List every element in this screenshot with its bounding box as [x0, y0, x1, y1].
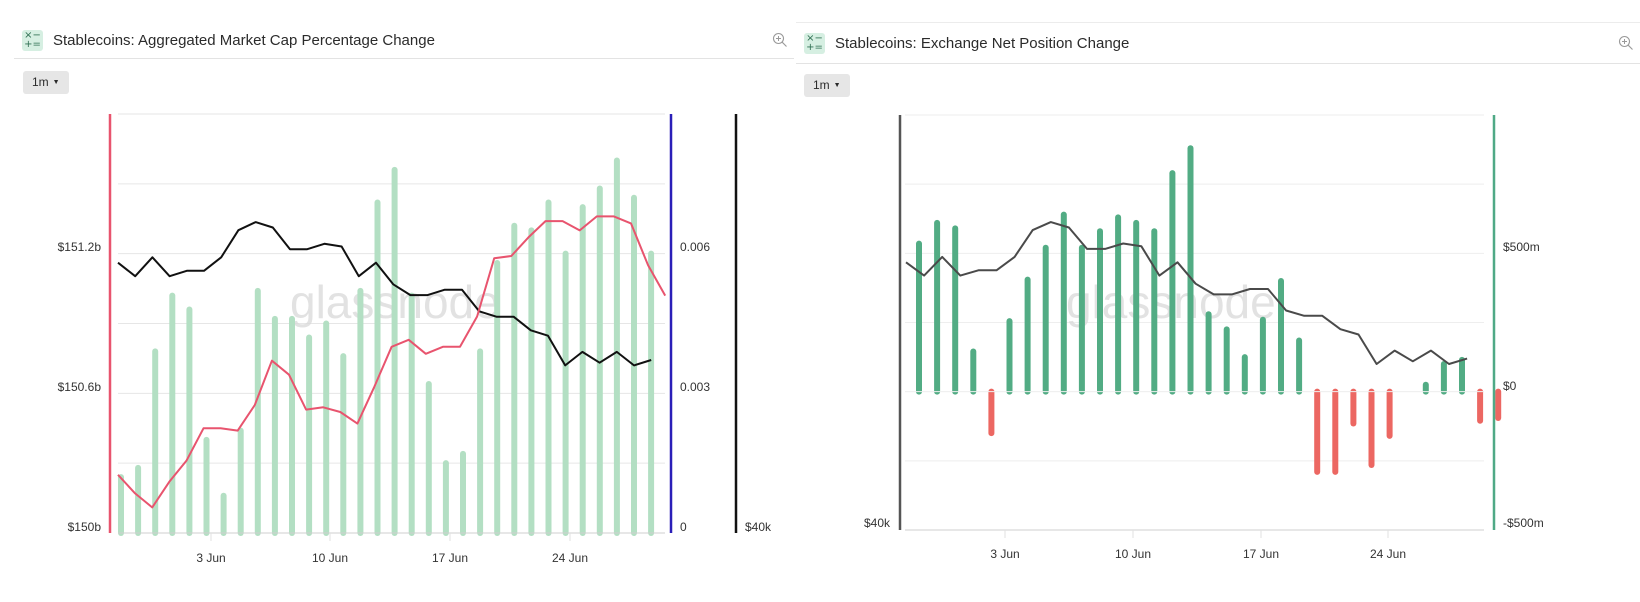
chevron-down-icon: ▼	[52, 79, 60, 87]
chevron-down-icon: ▼	[833, 82, 841, 90]
range-label: 1m	[32, 75, 49, 89]
right-axis-tick: 0.006	[680, 240, 710, 254]
left-price-line	[117, 221, 652, 367]
right-panel-title: Stablecoins: Exchange Net Position Chang…	[835, 34, 1130, 52]
left-chart-panel: ×− += Stablecoins: Aggregated Market Cap…	[14, 0, 794, 602]
formula-icon: ×− +=	[804, 32, 825, 54]
x-tick-label: 3 Jun	[196, 551, 225, 565]
right-axis-tick: 0	[680, 520, 687, 534]
right-axis-tick: $500m	[1503, 240, 1540, 254]
left-chart: glassnode $151.2b $150.6b $150b 0.006 0.…	[58, 113, 772, 565]
right-panel-header: ×− += Stablecoins: Exchange Net Position…	[796, 22, 1640, 64]
left-x-ticks: 3 Jun 10 Jun 17 Jun 24 Jun	[196, 533, 588, 565]
x-tick-label: 24 Jun	[552, 551, 588, 565]
x-tick-label: 24 Jun	[1370, 547, 1406, 561]
range-dropdown[interactable]: 1m ▼	[804, 74, 850, 97]
x-tick-label: 17 Jun	[1243, 547, 1279, 561]
formula-icon: ×− +=	[22, 29, 43, 51]
left-panel-header: ×− += Stablecoins: Aggregated Market Cap…	[14, 22, 794, 59]
left-axis-tick: $40k	[864, 516, 891, 530]
left-axis-tick: $150b	[68, 520, 102, 534]
right-bars	[905, 145, 1502, 475]
x-tick-label: 3 Jun	[990, 547, 1019, 561]
right-price-line	[905, 221, 1468, 365]
right-axis-tick: $0	[1503, 379, 1517, 393]
right-chart-panel: ×− += Stablecoins: Exchange Net Position…	[796, 0, 1640, 602]
x-tick-label: 17 Jun	[432, 551, 468, 565]
left-marketcap-line	[117, 215, 667, 509]
left-axis-tick: $150.6b	[58, 380, 102, 394]
left-panel-title: Stablecoins: Aggregated Market Cap Perce…	[53, 31, 435, 49]
x-tick-label: 10 Jun	[1115, 547, 1151, 561]
right-axis-tick: 0.003	[680, 380, 710, 394]
range-label: 1m	[813, 78, 830, 92]
x-tick-label: 10 Jun	[312, 551, 348, 565]
far-right-axis-tick: $40k	[745, 520, 772, 534]
right-x-ticks: 3 Jun 10 Jun 17 Jun 24 Jun	[990, 530, 1406, 561]
right-axis-tick: -$500m	[1503, 516, 1544, 530]
left-axis-tick: $151.2b	[58, 240, 102, 254]
left-bars	[118, 157, 655, 536]
range-dropdown[interactable]: 1m ▼	[23, 71, 69, 94]
zoom-in-icon[interactable]	[1618, 35, 1634, 51]
zoom-in-icon[interactable]	[772, 32, 788, 48]
